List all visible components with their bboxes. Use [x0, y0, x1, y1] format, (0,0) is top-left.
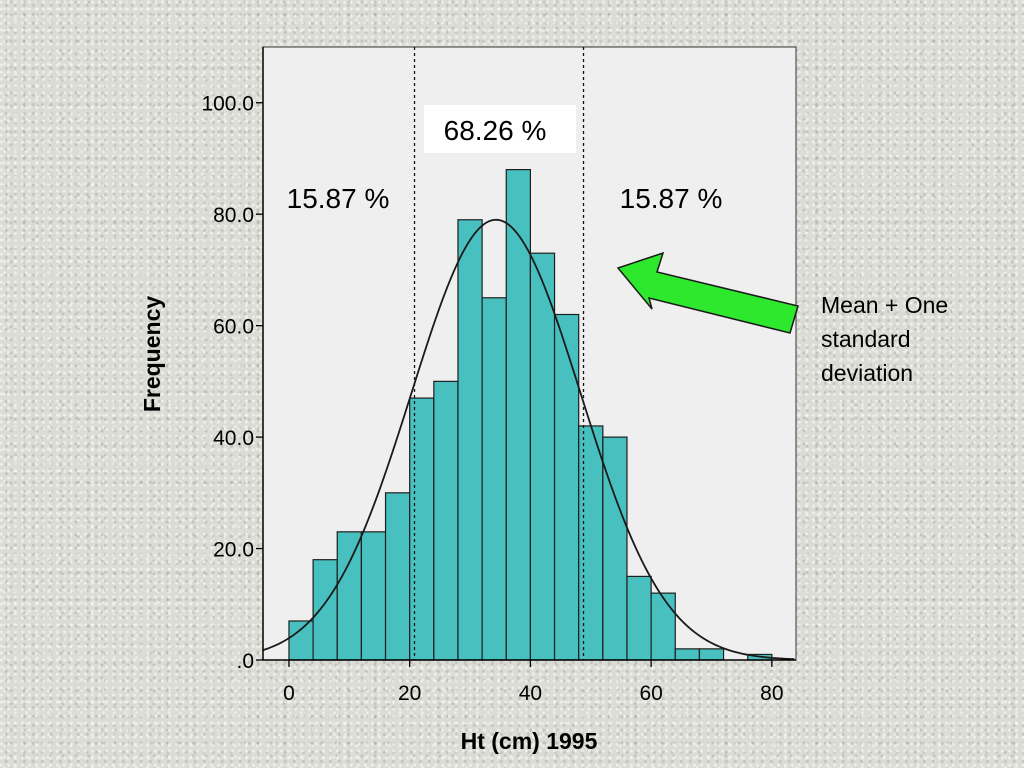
annotation-line-2: standard — [821, 326, 911, 352]
y-tick-label: .0 — [236, 650, 254, 673]
histogram-bar — [360, 531, 387, 661]
y-axis-title: Frequency — [139, 296, 165, 413]
histogram-bar — [409, 397, 435, 661]
x-axis-title: Ht (cm) 1995 — [461, 728, 598, 754]
x-axis-ticks: 0 20 40 60 80 — [283, 660, 784, 705]
center-percentage-box — [424, 105, 576, 153]
right-percentage-label: 15.87 % — [620, 183, 723, 214]
histogram-bar — [553, 313, 580, 661]
histogram-bar — [698, 648, 725, 661]
annotation-line-1: Mean + One — [821, 292, 948, 318]
y-tick-label: 40.0 — [213, 427, 254, 450]
x-tick-label: 0 — [283, 682, 295, 705]
histogram-bar — [650, 592, 676, 661]
y-tick-label: 60.0 — [213, 316, 254, 339]
arrow-icon — [616, 251, 799, 334]
histogram-bars — [288, 169, 773, 661]
histogram-bar — [674, 648, 701, 661]
histogram-bar — [529, 252, 556, 661]
histogram-bar — [288, 620, 314, 661]
center-percentage-label: 68.26 % — [444, 115, 547, 146]
reference-lines — [413, 47, 585, 660]
left-percentage-label: 15.87 % — [287, 183, 390, 214]
y-tick-label: 80.0 — [213, 204, 254, 227]
histogram-bar — [578, 425, 604, 661]
y-tick-label: 20.0 — [213, 539, 254, 562]
histogram-bar — [626, 575, 652, 661]
histogram-bar — [336, 531, 362, 661]
x-tick-label: 80 — [760, 682, 783, 705]
axes — [262, 47, 796, 661]
y-axis-ticks: .0 20.0 40.0 60.0 80.0 100.0 — [201, 93, 263, 673]
x-tick-label: 20 — [398, 682, 421, 705]
histogram-bar — [481, 297, 507, 661]
annotation-line-3: deviation — [821, 360, 913, 386]
histogram-bar — [312, 559, 338, 661]
histogram-bar — [457, 219, 483, 661]
y-tick-label: 100.0 — [201, 93, 254, 116]
histogram-bar — [505, 169, 532, 661]
histogram-bar — [384, 492, 411, 661]
histogram-bar — [433, 380, 459, 661]
x-tick-label: 60 — [639, 682, 662, 705]
normal-curve-line — [262, 218, 795, 661]
x-tick-label: 40 — [519, 682, 542, 705]
